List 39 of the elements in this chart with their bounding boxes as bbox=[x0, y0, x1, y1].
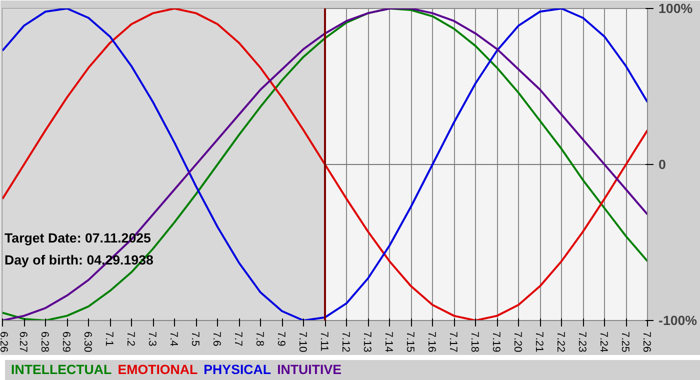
text: EMOTIONAL bbox=[118, 362, 198, 377]
x-tick-label: 7.10 bbox=[296, 332, 308, 352]
x-tick-label: 7.1 bbox=[103, 332, 115, 346]
x-tick-label: 7.2 bbox=[124, 332, 136, 346]
y-tick-label: 0 bbox=[658, 157, 666, 172]
x-tick-label: 7.6 bbox=[210, 332, 222, 346]
x-tick-label: 6.28 bbox=[38, 332, 50, 352]
x-tick-label: 6.29 bbox=[60, 332, 72, 352]
x-tick-label: 7.24 bbox=[598, 332, 610, 352]
y-tick-label: 100% bbox=[658, 1, 693, 16]
x-tick-label: 7.7 bbox=[232, 332, 244, 346]
x-tick-label: 7.3 bbox=[146, 332, 158, 346]
x-tick-label: 7.12 bbox=[340, 332, 352, 352]
x-tick-label: 7.17 bbox=[447, 332, 459, 352]
x-tick-label: 7.5 bbox=[189, 332, 201, 346]
x-tick-label: 7.20 bbox=[512, 332, 524, 352]
x-tick-label: 7.14 bbox=[382, 332, 394, 352]
x-tick-label: 7.23 bbox=[576, 332, 588, 352]
x-tick-label: 7.11 bbox=[318, 332, 330, 352]
x-tick-label: 7.19 bbox=[490, 332, 502, 352]
x-tick-label: 7.16 bbox=[426, 332, 438, 352]
x-tick-label: 6.26 bbox=[0, 332, 10, 352]
x-tick-label: 7.4 bbox=[168, 332, 180, 346]
text: PHYSICAL bbox=[204, 362, 272, 377]
line-series bbox=[2, 8, 648, 320]
x-tick-label: 7.13 bbox=[361, 332, 373, 352]
x-tick-label: 7.22 bbox=[554, 332, 566, 352]
x-tick-label: 7.8 bbox=[254, 332, 266, 346]
x-tick-label: 7.18 bbox=[468, 332, 480, 352]
x-tick-label: 7.26 bbox=[640, 332, 652, 352]
x-tick-label: 7.9 bbox=[275, 332, 287, 346]
x-tick-label: 6.30 bbox=[82, 332, 94, 352]
x-tick-label: 6.27 bbox=[17, 332, 29, 352]
x-tick-label: 7.15 bbox=[404, 332, 416, 352]
x-tick-label: 7.21 bbox=[533, 332, 545, 352]
text: INTUITIVE bbox=[277, 362, 342, 377]
y-tick-label: -100% bbox=[658, 313, 698, 328]
text: INTELLECTUAL bbox=[11, 362, 112, 377]
x-tick-label: 7.25 bbox=[619, 332, 631, 352]
